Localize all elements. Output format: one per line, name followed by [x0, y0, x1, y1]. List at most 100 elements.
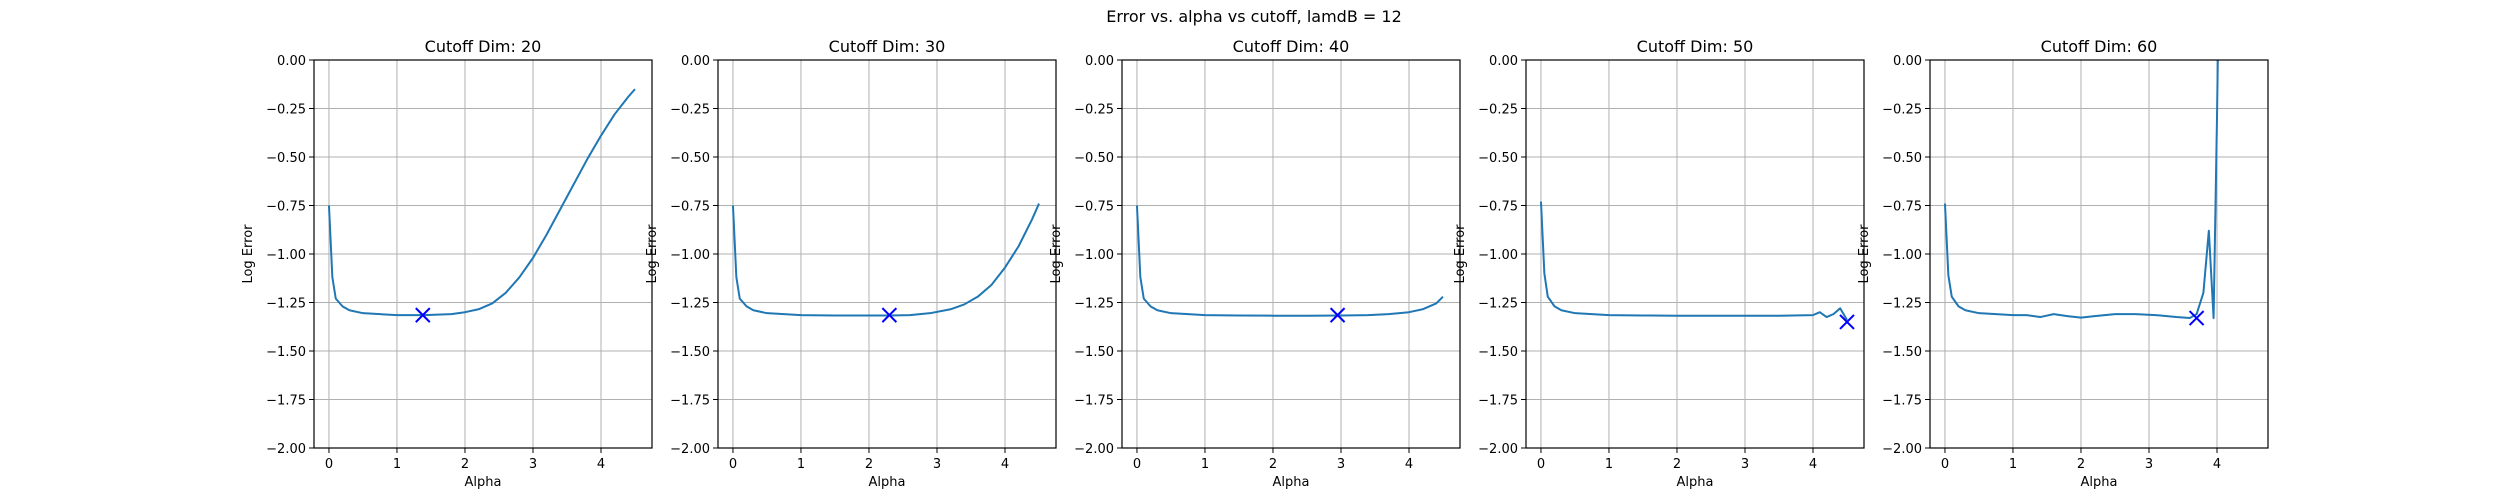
- subplot-5: 0.00 −0.25 −0.50 −0.75 −1.00 −1.25 −1.50 −1.75 −…: [1857, 37, 2269, 490]
- y-tick-label: −0.75: [266, 200, 306, 215]
- y-axis-label: Log Error: [1049, 224, 1064, 284]
- y-tick-label: −1.75: [1882, 394, 1922, 409]
- y-tick-label: −1.50: [670, 345, 710, 360]
- x-tick-label: 4: [597, 457, 605, 472]
- y-axis-label: Log Error: [241, 224, 256, 284]
- x-tick-label: 3: [2145, 457, 2153, 472]
- y-tick-label: −1.50: [266, 345, 306, 360]
- y-tick-label: −2.00: [670, 442, 710, 457]
- subplot-title: Cutoff Dim: 50: [1637, 37, 1754, 56]
- subplot-4: 0.00 −0.25 −0.50 −0.75 −1.00 −1.25 −1.50 −1.75 −…: [1453, 37, 1865, 490]
- series-line: [327, 88, 636, 317]
- y-tick-label: −0.50: [266, 151, 306, 166]
- y-tick-label: −0.75: [1478, 200, 1518, 215]
- y-tick-label: −0.75: [1882, 200, 1922, 215]
- y-tick-label: 0.00: [277, 54, 306, 69]
- y-tick-label: −1.50: [1478, 345, 1518, 360]
- y-tick-label: −1.75: [1478, 394, 1518, 409]
- x-axis-label: Alpha: [869, 475, 906, 490]
- y-axis-label: Log Error: [1453, 224, 1468, 284]
- series-line: [1135, 205, 1444, 317]
- y-tick-label: −1.75: [266, 394, 306, 409]
- y-axis-label: Log Error: [645, 224, 660, 284]
- x-tick-label: 0: [1133, 457, 1141, 472]
- y-tick-label: −0.25: [266, 103, 306, 118]
- y-tick-label: −2.00: [1074, 442, 1114, 457]
- x-axis-label: Alpha: [465, 475, 502, 490]
- x-tick-label: 2: [865, 457, 873, 472]
- x-tick-label: 2: [2077, 457, 2085, 472]
- plot-frame: [1121, 59, 1461, 449]
- x-tick-label: 4: [1405, 457, 1413, 472]
- x-tick-label: 2: [1673, 457, 1681, 472]
- min-marker: [415, 307, 431, 323]
- y-tick-label: 0.00: [1893, 54, 1922, 69]
- y-axis-label: Log Error: [1857, 224, 1872, 284]
- x-tick-label: 1: [2009, 457, 2017, 472]
- y-tick-label: −1.00: [1882, 248, 1922, 263]
- plot-frame: [717, 59, 1057, 449]
- x-axis-label: Alpha: [2081, 475, 2118, 490]
- y-tick-label: −0.75: [670, 200, 710, 215]
- series-line: [731, 203, 1040, 317]
- y-tick-label: −1.25: [1074, 297, 1114, 312]
- y-tick-label: −1.75: [1074, 394, 1114, 409]
- plot-frame: [313, 59, 653, 449]
- series-line: [1943, 60, 2219, 320]
- y-tick-label: −1.50: [1074, 345, 1114, 360]
- x-tick-label: 0: [325, 457, 333, 472]
- y-tick-label: −0.50: [1478, 151, 1518, 166]
- subplot-title: Cutoff Dim: 20: [425, 37, 542, 56]
- x-tick-label: 4: [1001, 457, 1009, 472]
- y-tick-label: −1.75: [670, 394, 710, 409]
- subplot-title: Cutoff Dim: 30: [829, 37, 946, 56]
- y-tick-label: −2.00: [1478, 442, 1518, 457]
- subplot-3: 0.00 −0.25 −0.50 −0.75 −1.00 −1.25 −1.50 −1.75 −…: [1049, 37, 1461, 490]
- y-tick-label: −2.00: [266, 442, 306, 457]
- x-tick-label: 0: [729, 457, 737, 472]
- plot-frame: [1929, 59, 2269, 449]
- y-tick-label: −1.00: [1074, 248, 1114, 263]
- x-tick-label: 1: [797, 457, 805, 472]
- subplot-title: Cutoff Dim: 60: [2041, 37, 2158, 56]
- x-tick-label: 2: [1269, 457, 1277, 472]
- y-tick-label: 0.00: [1489, 54, 1518, 69]
- subplot-2: 0.00 −0.25 −0.50 −0.75 −1.00 −1.25 −1.50 −1.75 −…: [645, 37, 1057, 490]
- x-tick-label: 3: [529, 457, 537, 472]
- y-tick-label: −0.25: [1478, 103, 1518, 118]
- min-marker: [2188, 310, 2205, 326]
- y-tick-label: −1.25: [1882, 297, 1922, 312]
- y-tick-label: −0.25: [1074, 103, 1114, 118]
- x-tick-label: 4: [1809, 457, 1817, 472]
- y-tick-label: −0.75: [1074, 200, 1114, 215]
- x-tick-label: 3: [933, 457, 941, 472]
- x-tick-label: 1: [393, 457, 401, 472]
- x-axis-label: Alpha: [1677, 475, 1714, 490]
- y-tick-label: −0.50: [1074, 151, 1114, 166]
- y-tick-label: 0.00: [681, 54, 710, 69]
- min-marker: [881, 307, 898, 323]
- x-tick-label: 0: [1941, 457, 1949, 472]
- y-tick-label: −0.50: [1882, 151, 1922, 166]
- y-tick-label: −1.00: [670, 248, 710, 263]
- subplots: 0.00 −0.25 −0.50 −0.75 −1.00 −1.25 −1.50 −1.75 −…: [241, 37, 2269, 490]
- y-tick-label: −1.00: [1478, 248, 1518, 263]
- x-tick-label: 4: [2213, 457, 2221, 472]
- x-tick-label: 1: [1605, 457, 1613, 472]
- figure-title: Error vs. alpha vs cutoff, lamdB = 12: [1106, 7, 1402, 26]
- x-tick-label: 3: [1741, 457, 1749, 472]
- y-tick-label: −0.25: [670, 103, 710, 118]
- x-tick-label: 2: [461, 457, 469, 472]
- y-tick-label: 0.00: [1085, 54, 1114, 69]
- y-tick-label: −1.00: [266, 248, 306, 263]
- x-tick-label: 0: [1537, 457, 1545, 472]
- y-tick-label: −1.50: [1882, 345, 1922, 360]
- series-line: [1539, 201, 1848, 321]
- min-marker: [1329, 307, 1346, 323]
- y-tick-label: −0.50: [670, 151, 710, 166]
- plot-frame: [1525, 59, 1865, 449]
- subplot-title: Cutoff Dim: 40: [1233, 37, 1350, 56]
- x-tick-label: 1: [1201, 457, 1209, 472]
- subplot-1: 0.00 −0.25 −0.50 −0.75 −1.00 −1.25 −1.50 −1.75 −…: [241, 37, 653, 490]
